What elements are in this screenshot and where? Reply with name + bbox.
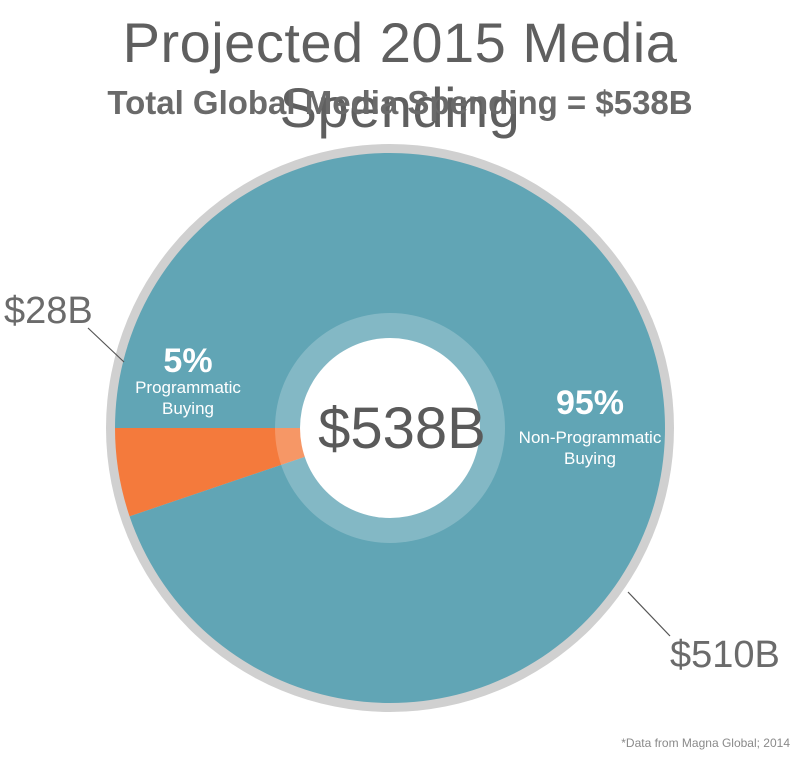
slice-non-programmatic-label: Non-Programmatic Buying [519, 428, 662, 468]
lbl-a-line-2: Buying [162, 399, 214, 418]
slice-programmatic-label: Programmatic Buying [135, 378, 241, 418]
callout-programmatic-value: $28B [4, 290, 93, 332]
callout-non-programmatic-value: $510B [670, 634, 780, 676]
chart-subtitle: Total Global Media Spending = $538B [107, 84, 693, 121]
center-total-label: $538B [318, 396, 486, 461]
leader-line-programmatic [87, 327, 125, 363]
source-note: *Data from Magna Global; 2014 [621, 736, 790, 750]
slice-non-programmatic-percent: 95% [556, 384, 624, 422]
chart-title: Projected 2015 Media Spending [122, 11, 678, 139]
center-hole [300, 338, 480, 518]
lbl-a-line-1: Programmatic [135, 378, 241, 397]
leader-line-non-programmatic [627, 591, 671, 637]
lbl-b-line-2: Buying [564, 449, 616, 468]
slice-programmatic-percent: 5% [163, 342, 212, 380]
lbl-b-line-1: Non-Programmatic [519, 428, 662, 447]
